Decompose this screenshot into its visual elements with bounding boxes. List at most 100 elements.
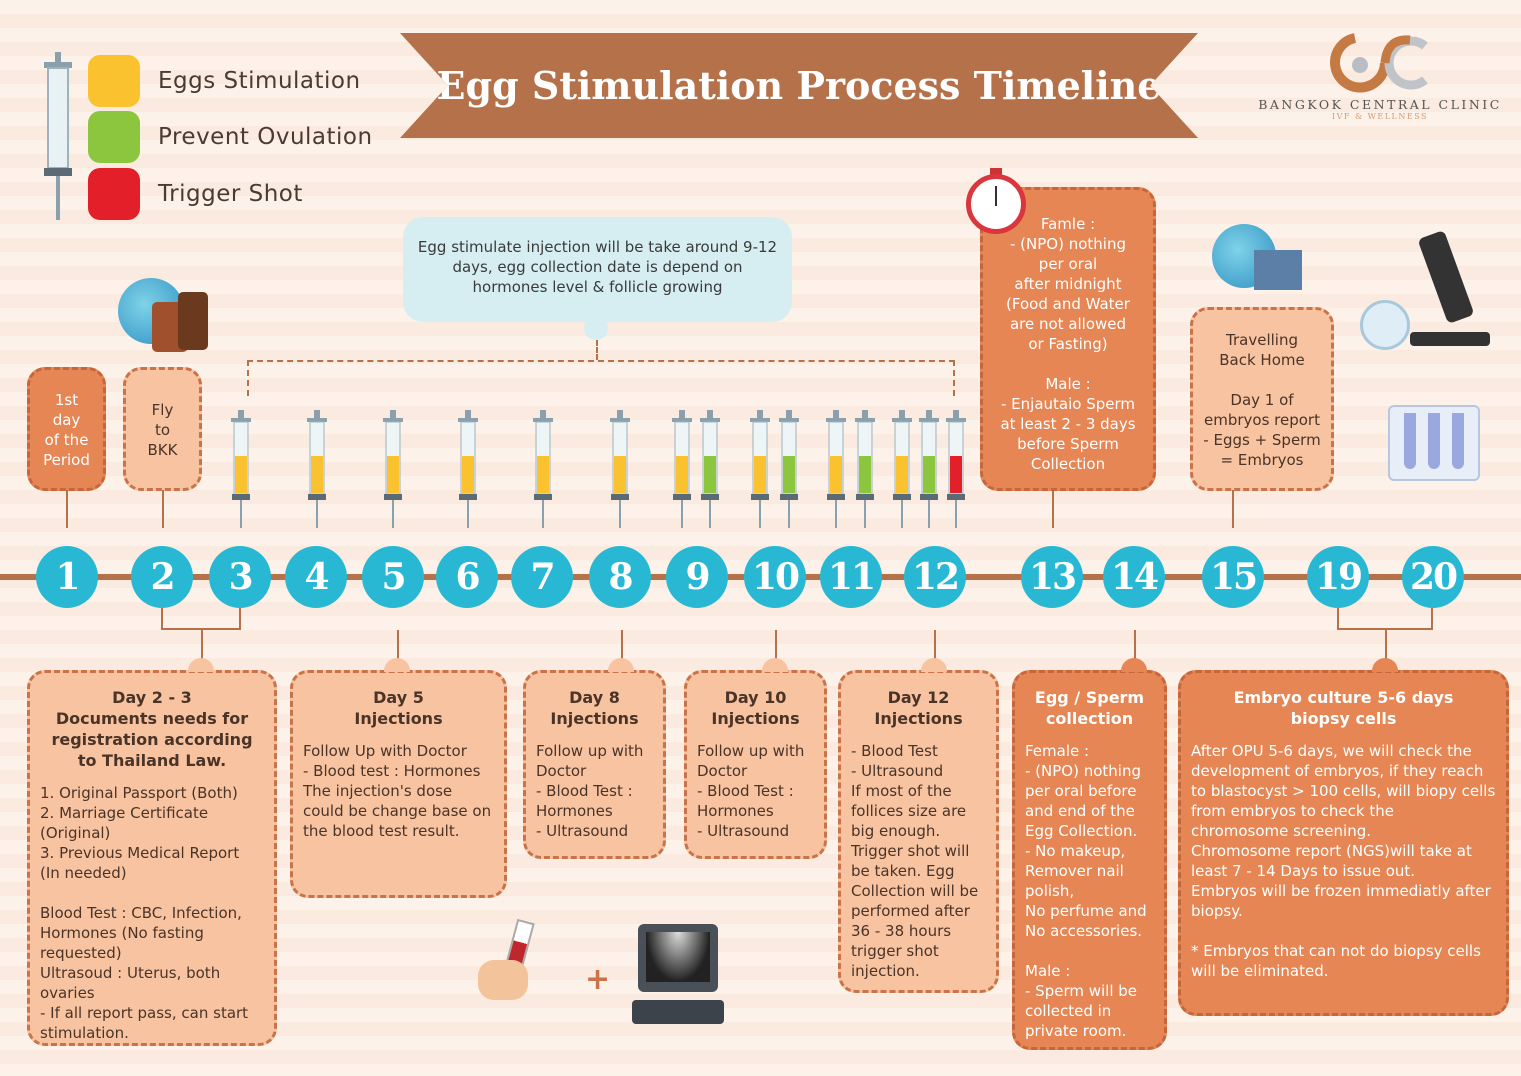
- box-tab: [762, 658, 788, 672]
- day1-box: 1st day of the Period: [27, 367, 106, 491]
- day-circle-3: 3: [209, 546, 271, 608]
- legend-swatch: [88, 111, 140, 163]
- day12-box: Day 12 Injections - Blood Test - Ultrasou…: [838, 670, 999, 993]
- box-body: Follow Up with Doctor - Blood test : Hor…: [303, 742, 492, 840]
- syringe-legend-icon: [44, 52, 72, 220]
- syringe-stimulation-icon: [826, 410, 846, 528]
- box-title: Egg / Sperm collection: [1034, 688, 1145, 728]
- syringe-trigger-icon: [946, 410, 966, 528]
- box-body: - Blood Test - Ultrasound If most of the…: [851, 742, 979, 980]
- box-body: After OPU 5-6 days, we will check the de…: [1191, 742, 1496, 980]
- legend-swatch: [88, 168, 140, 220]
- syringe-prevent-icon: [919, 410, 939, 528]
- box-tab: [188, 658, 214, 672]
- day-circle-7: 7: [511, 546, 573, 608]
- day-circle-9: 9: [666, 546, 728, 608]
- day-circle-10: 10: [744, 546, 806, 608]
- box-tab: [1372, 658, 1398, 672]
- embryo-culture-box: Embryo culture 5-6 days biopsy cells Afte…: [1178, 670, 1509, 1016]
- legend-trigger-shot: Trigger Shot: [88, 168, 303, 220]
- connector-line: [621, 630, 623, 660]
- connector-line: [1385, 630, 1387, 660]
- day-circle-8: 8: [589, 546, 651, 608]
- box-title: Day 12 Injections: [874, 688, 963, 728]
- syringe-stimulation-icon: [533, 410, 553, 528]
- syringe-stimulation-icon: [231, 410, 251, 528]
- travel-home-icon: [1212, 224, 1307, 294]
- box-title: Day 5 Injections: [354, 688, 443, 728]
- legend-label: Eggs Stimulation: [158, 68, 361, 94]
- stopwatch-icon: [966, 168, 1026, 234]
- connector-line: [161, 608, 241, 630]
- connector-line: [1232, 490, 1234, 528]
- day8-box: Day 8 Injections Follow up with Doctor - …: [523, 670, 666, 859]
- ultrasound-machine-icon: [632, 924, 724, 1024]
- connector-line: [1134, 630, 1136, 660]
- connector-line: [775, 630, 777, 660]
- connector-line: [162, 490, 164, 528]
- day-circle-15: 15: [1202, 546, 1264, 608]
- legend-prevent-ovulation: Prevent Ovulation: [88, 111, 373, 163]
- plus-sign: +: [585, 962, 611, 997]
- box-body: Follow up with Doctor - Blood Test : Hor…: [536, 742, 644, 840]
- box-tab: [921, 658, 947, 672]
- bubble-tail: [584, 316, 608, 340]
- blood-sample-icon: [478, 918, 563, 1020]
- day-circle-4: 4: [285, 546, 347, 608]
- day2-3-box: Day 2 - 3 Documents needs for registrati…: [27, 670, 277, 1046]
- clinic-logo: BANGKOK CENTRAL CLINIC IVF & WELLNESS: [1255, 28, 1505, 121]
- microscope-icon: [1360, 229, 1490, 350]
- logo-name: BANGKOK CENTRAL CLINIC: [1258, 97, 1502, 112]
- day-circle-12: 12: [904, 546, 966, 608]
- day-circle-13: 13: [1021, 546, 1083, 608]
- day-circle-2: 2: [131, 546, 193, 608]
- page-title: Egg Stimulation Process Timeline: [436, 63, 1162, 108]
- box-body: 1. Original Passport (Both) 2. Marriage …: [40, 784, 249, 1042]
- logo-tagline: IVF & WELLNESS: [1331, 112, 1429, 121]
- day15-note-box: Travelling Back Home Day 1 of embryos re…: [1190, 307, 1334, 491]
- day5-box: Day 5 Injections Follow Up with Doctor - …: [290, 670, 507, 898]
- logo-mark-icon: [1330, 33, 1428, 93]
- egg-sperm-collection-box: Egg / Sperm collection Female : - (NPO) n…: [1012, 670, 1167, 1050]
- test-tubes-icon: [1388, 385, 1480, 481]
- syringe-prevent-icon: [855, 410, 875, 528]
- connector-line: [201, 630, 203, 660]
- syringe-stimulation-icon: [610, 410, 630, 528]
- box-tab: [608, 658, 634, 672]
- box-title: Day 10 Injections: [711, 688, 800, 728]
- injection-bracket: [247, 360, 955, 396]
- connector-line: [66, 490, 68, 528]
- syringe-stimulation-icon: [892, 410, 912, 528]
- box-title: Day 8 Injections: [550, 688, 639, 728]
- syringe-stimulation-icon: [458, 410, 478, 528]
- syringe-stimulation-icon: [383, 410, 403, 528]
- syringe-prevent-icon: [779, 410, 799, 528]
- box-title: Day 2 - 3 Documents needs for registrati…: [51, 688, 253, 770]
- day10-box: Day 10 Injections Follow up with Doctor -…: [684, 670, 827, 859]
- connector-line: [1337, 608, 1433, 630]
- syringe-stimulation-icon: [307, 410, 327, 528]
- travel-luggage-icon: [118, 278, 213, 353]
- legend-eggs-stimulation: Eggs Stimulation: [88, 55, 361, 107]
- title-banner: Egg Stimulation Process Timeline: [400, 33, 1198, 138]
- box-tab: [384, 658, 410, 672]
- day-circle-19: 19: [1307, 546, 1369, 608]
- legend-swatch: [88, 55, 140, 107]
- syringe-stimulation-icon: [672, 410, 692, 528]
- day-circle-20: 20: [1402, 546, 1464, 608]
- box-body: Female : - (NPO) nothing per oral before…: [1025, 742, 1147, 1040]
- day-circle-14: 14: [1103, 546, 1165, 608]
- day-circle-1: 1: [36, 546, 98, 608]
- stimulation-note-bubble: Egg stimulate injection will be take aro…: [403, 217, 792, 322]
- box-body: Follow up with Doctor - Blood Test : Hor…: [697, 742, 805, 840]
- day13-note-box: Famle : - (NPO) nothing per oral after m…: [980, 187, 1156, 491]
- syringe-stimulation-icon: [750, 410, 770, 528]
- legend-label: Prevent Ovulation: [158, 124, 373, 150]
- day-circle-11: 11: [820, 546, 882, 608]
- connector-line: [934, 630, 936, 660]
- day-circle-5: 5: [362, 546, 424, 608]
- fly-box: Fly to BKK: [123, 367, 202, 491]
- legend-label: Trigger Shot: [158, 181, 303, 207]
- day-circle-6: 6: [436, 546, 498, 608]
- box-title: Embryo culture 5-6 days biopsy cells: [1233, 688, 1454, 728]
